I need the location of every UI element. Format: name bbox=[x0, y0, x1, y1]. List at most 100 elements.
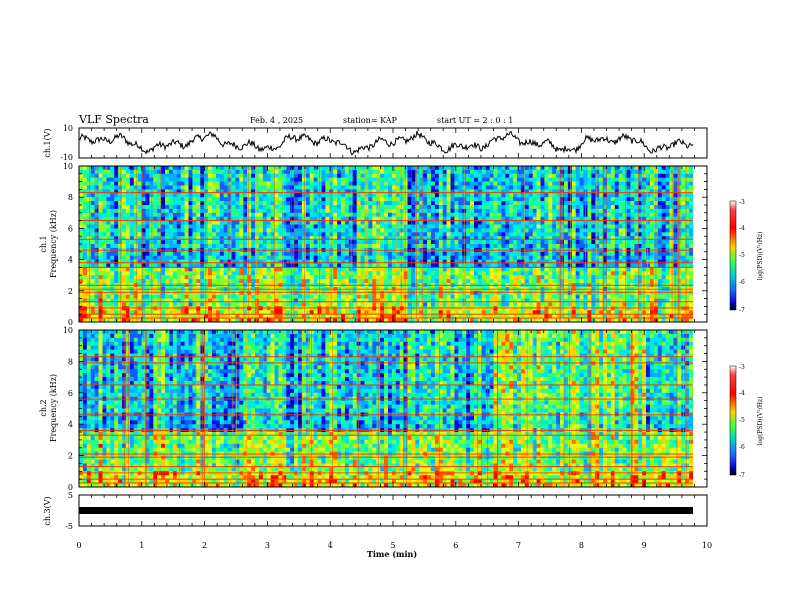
spectrogram-cell bbox=[470, 232, 475, 237]
spectrogram-cell bbox=[540, 228, 545, 233]
spectrogram-cell bbox=[395, 263, 400, 268]
spectrogram-cell bbox=[278, 185, 283, 190]
spectrogram-cell bbox=[540, 173, 545, 178]
spectrogram-cell bbox=[372, 208, 377, 214]
spectrogram-cell bbox=[384, 220, 389, 225]
ch1-spectrogram-image bbox=[79, 166, 707, 323]
spectrogram-cell bbox=[669, 169, 674, 175]
spectrogram-cell bbox=[387, 271, 393, 276]
spectrogram-cell bbox=[180, 236, 185, 241]
spectrogram-cell bbox=[94, 216, 99, 221]
spectrogram-cell bbox=[513, 185, 518, 190]
spectrogram-cell bbox=[634, 208, 639, 214]
spectrogram-cell bbox=[227, 205, 232, 210]
spectrogram-cell bbox=[262, 267, 268, 272]
spectrogram-cell bbox=[415, 201, 420, 206]
spectrogram-cell bbox=[548, 259, 553, 264]
spectrogram-cell bbox=[438, 216, 444, 221]
spectrogram-cell bbox=[118, 193, 123, 198]
spectrogram-cell bbox=[595, 189, 600, 194]
spectrogram-cell bbox=[258, 193, 264, 198]
spectrogram-cell bbox=[94, 205, 99, 210]
spectrogram-cell bbox=[341, 173, 346, 178]
spectrogram-cell bbox=[208, 267, 213, 272]
spectrogram-cell bbox=[622, 279, 627, 284]
spectrogram-cell bbox=[540, 189, 545, 194]
spectrogram-cell bbox=[305, 271, 311, 276]
spectrogram-cell bbox=[149, 228, 154, 233]
spectrogram-cell bbox=[165, 220, 170, 225]
spectrogram-cell bbox=[82, 173, 88, 178]
spectrogram-cell bbox=[227, 232, 232, 237]
spectrogram-cell bbox=[595, 244, 600, 249]
spectrogram-cell bbox=[360, 267, 365, 272]
spectrogram-cell bbox=[532, 263, 537, 268]
spectrogram-cell bbox=[157, 267, 162, 272]
spectrogram-cell bbox=[211, 255, 217, 260]
spectrogram-cell bbox=[286, 177, 291, 182]
spectrogram-cell bbox=[520, 205, 526, 210]
spectrogram-cell bbox=[501, 177, 506, 182]
spectrogram-cell bbox=[325, 177, 330, 182]
spectrogram-cell bbox=[305, 224, 311, 229]
spectrogram-cell bbox=[208, 275, 213, 280]
spectrogram-cell bbox=[595, 193, 600, 198]
spectrogram-cell bbox=[689, 275, 694, 280]
spectrogram-cell bbox=[661, 166, 666, 171]
spectrogram-cell bbox=[544, 271, 549, 276]
spectrogram-cell bbox=[501, 279, 506, 284]
spectrogram-cell bbox=[141, 228, 146, 233]
spectrogram-cell bbox=[356, 169, 361, 175]
spectrogram-cell bbox=[622, 193, 627, 198]
spectrogram-cell bbox=[673, 275, 678, 280]
spectrogram-cell bbox=[90, 251, 95, 256]
spectrogram-cell bbox=[665, 177, 670, 182]
spectrogram-cell bbox=[599, 240, 604, 245]
spectrogram-cell bbox=[685, 216, 690, 221]
spectrogram-cell bbox=[309, 193, 314, 198]
spectrogram-cell bbox=[192, 205, 197, 210]
spectrogram-cell bbox=[399, 224, 404, 229]
spectrogram-cell bbox=[470, 205, 475, 210]
spectrogram-cell bbox=[223, 271, 228, 276]
spectrogram-cell bbox=[125, 193, 131, 198]
spectrogram-cell bbox=[380, 185, 385, 190]
spectrogram-cell bbox=[161, 263, 166, 268]
spectrogram-cell bbox=[481, 228, 487, 233]
spectrogram-cell bbox=[239, 263, 244, 268]
spectrogram-cell bbox=[528, 279, 533, 284]
spectrogram-cell bbox=[685, 228, 690, 233]
spectrogram-cell bbox=[618, 232, 623, 237]
spectrogram-cell bbox=[211, 185, 217, 190]
spectrogram-cell bbox=[321, 169, 326, 175]
spectrogram-cell bbox=[622, 197, 627, 202]
spectrogram-cell bbox=[219, 173, 224, 178]
spectrogram-cell bbox=[145, 181, 150, 186]
spectrogram-cell bbox=[235, 279, 240, 284]
spectrogram-cell bbox=[176, 240, 181, 245]
spectrogram-cell bbox=[254, 181, 260, 186]
spectrogram-cell bbox=[466, 271, 471, 276]
spectrogram-cell bbox=[313, 228, 318, 233]
spectrogram-cell bbox=[180, 240, 185, 245]
spectrogram-cell bbox=[200, 189, 205, 194]
spectrogram-cell bbox=[423, 251, 428, 256]
spectrogram-cell bbox=[536, 185, 541, 190]
spectrogram-cell bbox=[509, 259, 514, 264]
spectrogram-cell bbox=[239, 220, 244, 225]
spectrogram-cell bbox=[649, 181, 655, 186]
spectrogram-cell bbox=[262, 216, 268, 221]
spectrogram-cell bbox=[337, 236, 342, 241]
spectrogram-cell bbox=[536, 212, 541, 217]
spectrogram-cell bbox=[567, 240, 573, 245]
spectrogram-cell bbox=[360, 166, 365, 171]
spectrogram-cell bbox=[157, 279, 162, 284]
spectrogram-cell bbox=[270, 201, 275, 206]
spectrogram-cell bbox=[458, 177, 463, 182]
spectrogram-cell bbox=[403, 169, 408, 175]
spectrogram-cell bbox=[454, 185, 459, 190]
spectrogram-cell bbox=[450, 263, 455, 268]
spectrogram-cell bbox=[129, 173, 135, 178]
spectrogram-cell bbox=[415, 166, 420, 171]
spectrogram-cell bbox=[200, 197, 205, 202]
